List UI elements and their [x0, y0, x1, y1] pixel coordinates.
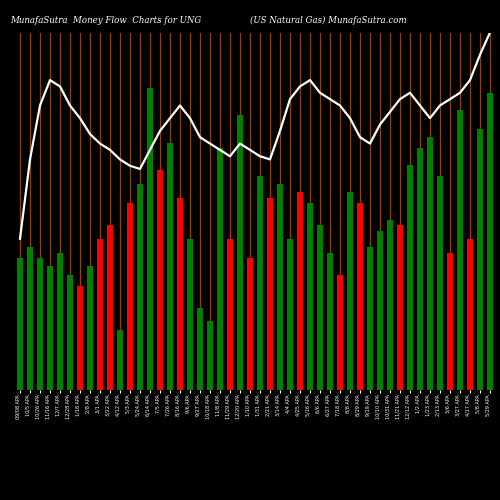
Bar — [247, 258, 253, 390]
Bar — [147, 88, 153, 390]
Bar — [77, 286, 83, 390]
Bar — [417, 148, 423, 390]
Bar — [117, 330, 123, 390]
Bar — [427, 137, 433, 390]
Bar — [267, 198, 273, 390]
Bar — [327, 252, 333, 390]
Bar — [167, 142, 173, 390]
Bar — [157, 170, 163, 390]
Bar — [177, 198, 183, 390]
Bar — [397, 225, 403, 390]
Bar — [297, 192, 303, 390]
Bar — [307, 203, 313, 390]
Bar — [208, 322, 213, 390]
Bar — [107, 225, 113, 390]
Bar — [367, 247, 373, 390]
Bar — [457, 110, 463, 390]
Bar — [318, 225, 323, 390]
Bar — [57, 252, 63, 390]
Bar — [347, 192, 353, 390]
Bar — [238, 115, 243, 390]
Bar — [287, 239, 293, 390]
Bar — [407, 164, 413, 390]
Bar — [337, 274, 343, 390]
Bar — [467, 239, 473, 390]
Bar — [378, 230, 383, 390]
Bar — [257, 176, 263, 390]
Bar — [217, 148, 223, 390]
Bar — [477, 128, 483, 390]
Bar — [448, 252, 453, 390]
Bar — [137, 184, 143, 390]
Bar — [387, 220, 393, 390]
Bar — [67, 274, 73, 390]
Text: MunafaSutra  Money Flow  Charts for UNG: MunafaSutra Money Flow Charts for UNG — [10, 16, 201, 25]
Bar — [487, 93, 493, 390]
Bar — [47, 266, 53, 390]
Bar — [277, 184, 283, 390]
Bar — [227, 239, 233, 390]
Bar — [17, 258, 23, 390]
Bar — [88, 266, 93, 390]
Bar — [27, 247, 33, 390]
Text: (US Natural Gas) MunafaSutra.com: (US Natural Gas) MunafaSutra.com — [250, 16, 406, 25]
Bar — [197, 308, 203, 390]
Bar — [97, 239, 103, 390]
Bar — [357, 203, 363, 390]
Bar — [37, 258, 43, 390]
Bar — [127, 203, 133, 390]
Bar — [437, 176, 443, 390]
Bar — [187, 239, 193, 390]
